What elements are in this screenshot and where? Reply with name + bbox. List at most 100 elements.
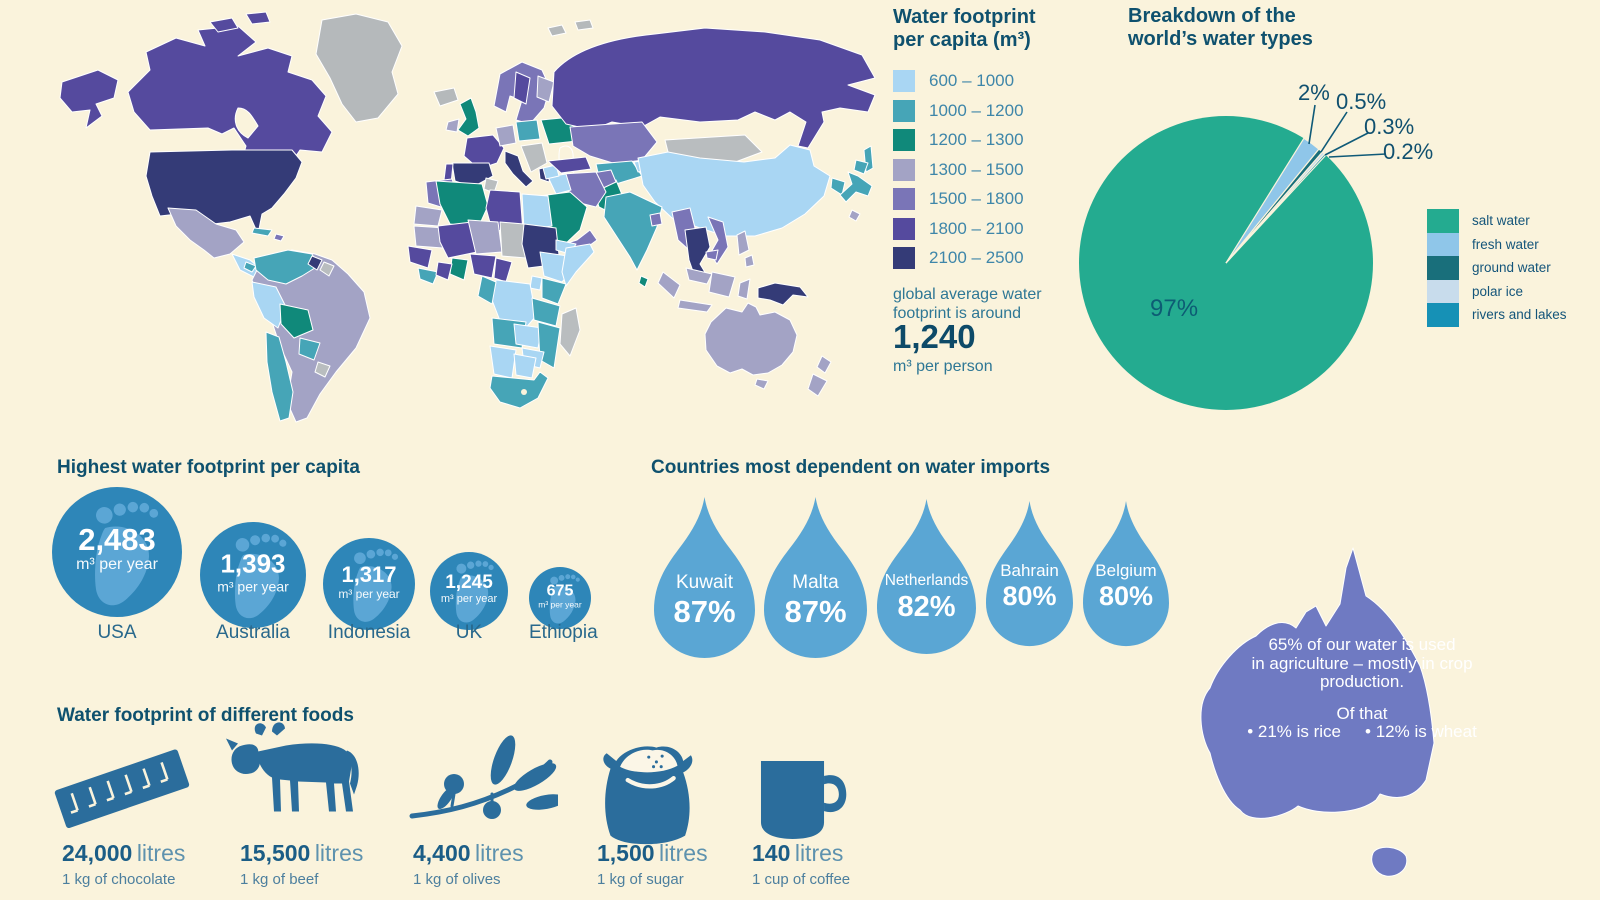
pie-title: Breakdown of the world’s water types <box>1128 5 1313 50</box>
drop-percent: 87% <box>673 594 736 630</box>
footprint-country: USA <box>97 622 137 643</box>
footprint-icon <box>549 574 580 624</box>
continent-asia <box>531 19 876 313</box>
food-entry-olives: 4,400 litres 1 kg of olives <box>413 840 524 888</box>
pie-chart <box>1079 104 1387 410</box>
pie-leader-lines <box>1308 104 1387 158</box>
continent-europe <box>443 61 578 188</box>
map-legend-item: 1500 – 1800 <box>893 188 1024 210</box>
footprint-value: 1,245 <box>445 572 493 594</box>
food-value: 140 <box>752 840 791 866</box>
food-label: 1 kg of sugar <box>597 871 684 888</box>
food-unit: litres <box>136 840 186 866</box>
import-drop-bahrain: Bahrain 80% <box>986 501 1073 647</box>
food-value: 24,000 <box>62 840 133 866</box>
footprint-country: Ethiopia <box>529 622 598 643</box>
australia-bullet-wheat: • 12% is wheat <box>1365 722 1477 741</box>
footprint-unit: m³ per year <box>440 593 498 606</box>
legend-swatch <box>893 247 915 269</box>
sugar-sack-icon <box>603 746 693 845</box>
footprint-circle-australia: 1,393 m³ per year <box>200 522 306 628</box>
footprint-value: 1,317 <box>341 562 397 588</box>
food-entry-sugar: 1,500 litres 1 kg of sugar <box>597 840 708 888</box>
legend-swatch <box>893 129 915 151</box>
food-entry-coffee: 140 litres 1 cup of coffee <box>752 840 850 888</box>
import-drop-netherlands: Netherlands 82% <box>877 499 976 655</box>
water-drop-icon <box>764 497 867 658</box>
food-unit: litres <box>794 840 844 866</box>
food-entry-beef: 15,500 litres 1 kg of beef <box>240 840 363 888</box>
food-value: 1,500 <box>597 840 655 866</box>
map-average-value: 1,240 <box>893 318 976 355</box>
pie-legend-item: ground water <box>1427 256 1551 280</box>
map-legend-item: 1800 – 2100 <box>893 218 1024 240</box>
map-legend-title: Water footprint per capita (m³) <box>893 6 1036 51</box>
legend-label: 1200 – 1300 <box>929 130 1024 149</box>
pie-callout-fresh: 2% <box>1298 80 1330 105</box>
legend-swatch <box>893 159 915 181</box>
continent-south-america <box>251 249 371 423</box>
footprint-circle-uk: 1,245 m³ per year <box>430 552 508 630</box>
footprint-icon <box>235 534 287 619</box>
australia-line: production. <box>1319 672 1405 691</box>
map-average-note: global average water footprint is around <box>893 286 1042 322</box>
footprint-unit: m³ per year <box>338 586 400 601</box>
drop-country: Kuwait <box>675 571 734 593</box>
food-unit: litres <box>659 840 708 866</box>
pie-callout-rivers: 0.2% <box>1383 139 1434 164</box>
pie-callout-polar: 0.3% <box>1364 114 1415 139</box>
map-legend-item: 2100 – 2500 <box>893 247 1024 269</box>
legend-swatch <box>1427 256 1459 280</box>
legend-swatch <box>893 218 915 240</box>
footprint-unit: m³ per year <box>76 556 158 574</box>
footprint-unit: m³ per year <box>538 599 582 610</box>
drop-country: Bahrain <box>1000 560 1059 580</box>
australia-line: in agriculture – mostly in crop <box>1251 653 1473 673</box>
food-label: 1 kg of chocolate <box>62 871 176 888</box>
cow-icon <box>226 722 359 812</box>
footprint-value: 1,393 <box>220 548 286 579</box>
australia-annotation: 65% of our water is used in agriculture … <box>1192 635 1532 742</box>
map-legend-item: 1000 – 1200 <box>893 100 1024 122</box>
legend-swatch <box>893 188 915 210</box>
continent-north-america <box>59 11 459 279</box>
legend-label: polar ice <box>1472 283 1524 299</box>
legend-label: 600 – 1000 <box>929 71 1015 90</box>
food-value: 15,500 <box>240 840 311 866</box>
drop-percent: 87% <box>784 594 847 630</box>
legend-label: 2100 – 2500 <box>929 248 1024 267</box>
legend-swatch <box>1427 209 1459 233</box>
legend-label: fresh water <box>1472 236 1539 252</box>
legend-swatch <box>893 70 915 92</box>
legend-swatch <box>1427 232 1459 256</box>
foods-title: Water footprint of different foods <box>57 705 354 726</box>
water-drop-icon <box>877 499 976 655</box>
pie-legend-item: polar ice <box>1427 279 1524 303</box>
australia-annotation-shape <box>1200 547 1435 877</box>
food-unit: litres <box>475 840 524 866</box>
footprint-country: Australia <box>216 622 290 643</box>
coffee-mug-icon <box>760 761 847 839</box>
australia-line: 65% of our water is used <box>1268 635 1456 654</box>
footprint-value: 2,483 <box>78 521 156 557</box>
water-drop-icon <box>1083 501 1169 647</box>
pie-legend-item: rivers and lakes <box>1427 303 1567 327</box>
drop-percent: 80% <box>1002 581 1057 612</box>
legend-swatch <box>893 100 915 122</box>
continent-oceania <box>704 282 832 397</box>
pie-salt-label: 97% <box>1150 295 1199 322</box>
water-drop-icon <box>986 501 1073 647</box>
map-legend-item: 1300 – 1500 <box>893 159 1024 181</box>
water-drop-icon <box>654 497 755 658</box>
drop-country: Belgium <box>1095 560 1157 580</box>
food-unit: litres <box>314 840 364 866</box>
import-drop-malta: Malta 87% <box>764 497 867 659</box>
legend-label: 1300 – 1500 <box>929 160 1024 179</box>
footprint-circle-indonesia: 1,317 m³ per year <box>323 538 415 630</box>
footprint-icon <box>353 548 399 622</box>
footprint-icon <box>456 560 494 623</box>
continent-africa <box>407 177 595 409</box>
food-label: 1 cup of coffee <box>752 871 851 888</box>
